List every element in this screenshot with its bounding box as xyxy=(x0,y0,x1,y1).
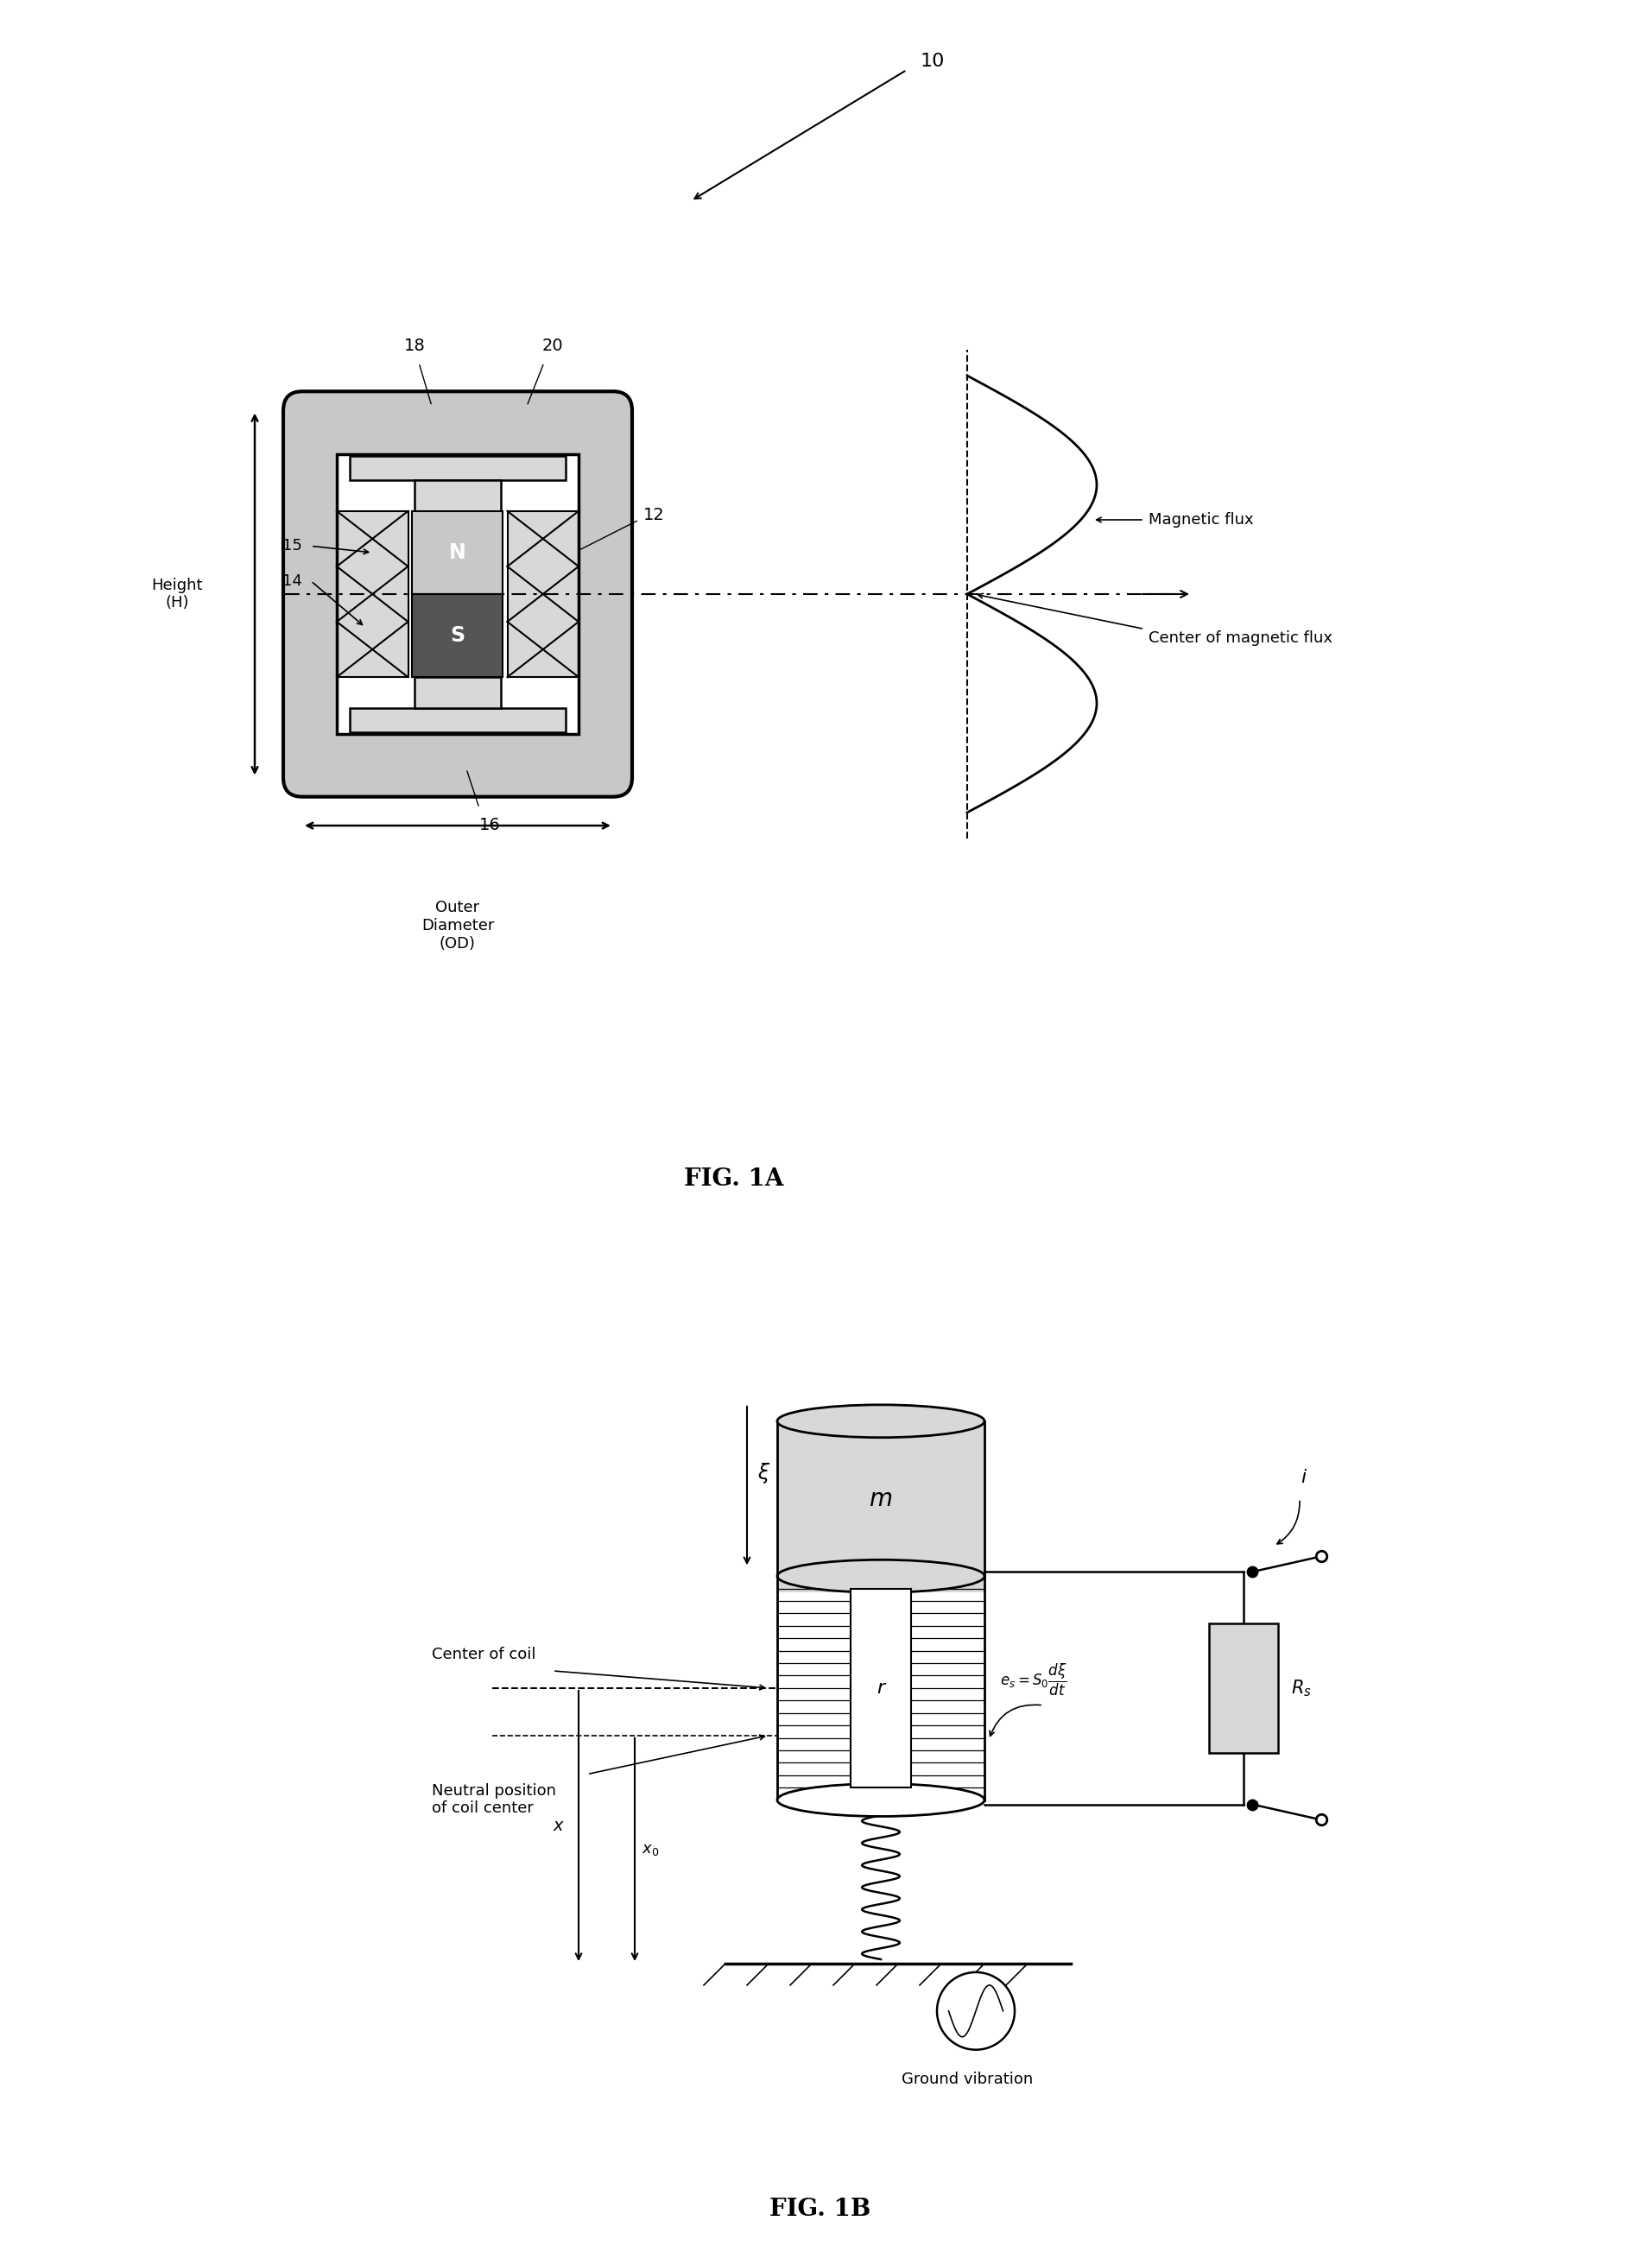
Ellipse shape xyxy=(776,1783,985,1817)
Bar xyxy=(1209,1624,1279,1753)
Bar xyxy=(776,1420,985,1592)
Bar xyxy=(337,455,578,734)
Bar xyxy=(415,480,501,512)
Bar xyxy=(350,707,565,732)
Bar xyxy=(413,593,502,677)
Circle shape xyxy=(937,1973,1014,2050)
Text: FIG. 1A: FIG. 1A xyxy=(684,1169,785,1191)
Text: x: x xyxy=(553,1817,563,1835)
Ellipse shape xyxy=(776,1561,985,1592)
Text: Outer
Diameter
(OD): Outer Diameter (OD) xyxy=(421,899,494,951)
Text: r: r xyxy=(877,1678,885,1696)
Text: N: N xyxy=(449,541,466,564)
Text: $R_s$: $R_s$ xyxy=(1290,1678,1312,1699)
Text: 12: 12 xyxy=(643,507,664,523)
Text: m: m xyxy=(869,1486,892,1511)
Bar xyxy=(415,677,501,707)
Bar xyxy=(507,512,578,677)
FancyBboxPatch shape xyxy=(282,392,633,797)
Text: $i$: $i$ xyxy=(1300,1468,1307,1486)
Text: Height
(H): Height (H) xyxy=(152,578,203,612)
Text: 15: 15 xyxy=(282,539,302,555)
Text: 20: 20 xyxy=(542,337,563,353)
Bar xyxy=(337,512,408,677)
Text: FIG. 1B: FIG. 1B xyxy=(770,2197,871,2220)
Bar xyxy=(851,1590,910,1787)
Text: $\xi$: $\xi$ xyxy=(757,1461,770,1486)
Text: 10: 10 xyxy=(920,52,945,70)
Bar xyxy=(413,512,502,593)
Text: 16: 16 xyxy=(479,818,501,834)
Text: Magnetic flux: Magnetic flux xyxy=(1148,512,1254,528)
Text: S: S xyxy=(451,625,466,646)
Text: Ground vibration: Ground vibration xyxy=(902,2070,1032,2086)
Text: 18: 18 xyxy=(403,337,425,353)
Ellipse shape xyxy=(776,1404,985,1438)
Bar xyxy=(350,455,565,480)
Bar xyxy=(337,455,578,734)
Text: $x_0$: $x_0$ xyxy=(641,1841,659,1857)
Text: Neutral position
of coil center: Neutral position of coil center xyxy=(431,1783,557,1817)
Text: $e_s = S_0\dfrac{d\xi}{dt}$: $e_s = S_0\dfrac{d\xi}{dt}$ xyxy=(999,1663,1067,1696)
Text: Center of magnetic flux: Center of magnetic flux xyxy=(1148,630,1333,646)
Text: Center of coil: Center of coil xyxy=(431,1647,535,1663)
Text: 14: 14 xyxy=(282,573,302,589)
